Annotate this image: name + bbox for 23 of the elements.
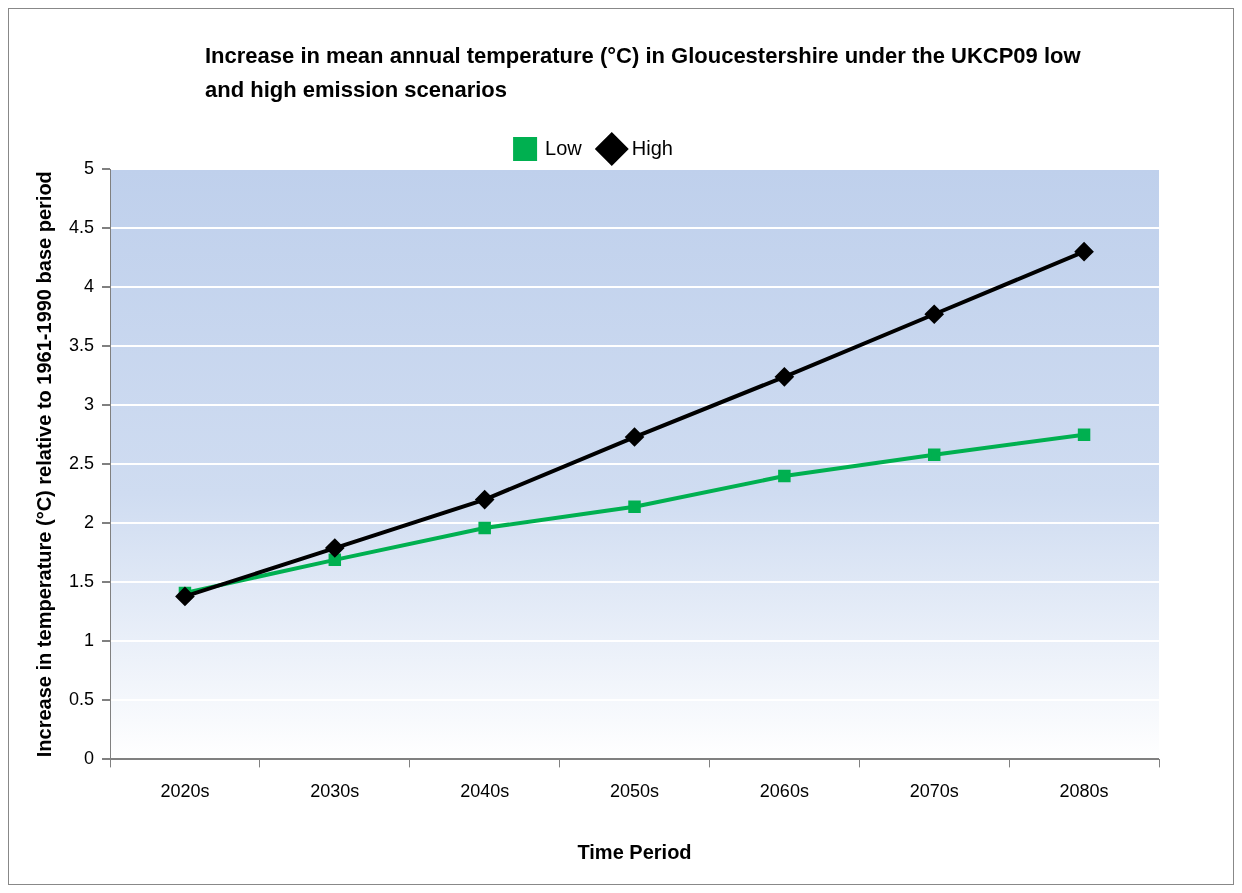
x-tick-label: 2080s — [1059, 781, 1109, 802]
y-tick-label: 2 — [84, 512, 95, 533]
legend-label: High — [631, 136, 673, 159]
y-tick-label: 4.5 — [68, 217, 95, 238]
x-tick-label: 2030s — [310, 781, 360, 802]
x-tick-label: 2020s — [160, 781, 210, 802]
chart-title: Increase in mean annual temperature (°C) in Gloucestershire under the UKCP09 low and high emission scenarios — [205, 42, 1082, 104]
y-tick-label: 3 — [84, 394, 95, 415]
y-tick-label: 0.5 — [68, 689, 95, 710]
x-tick-label: 2050s — [609, 781, 660, 802]
y-tick-label: 5 — [84, 157, 95, 178]
x-axis-title: Time Period — [577, 840, 692, 863]
y-tick-label: 0 — [84, 748, 95, 769]
y-tick-label: 1 — [84, 630, 95, 651]
x-tick-label: 2070s — [909, 781, 959, 802]
y-tick-label: 4 — [84, 276, 95, 297]
x-tick-label: 2040s — [460, 781, 510, 802]
y-axis-title: Increase in temperature (°C) relative to 1961-1990 base period — [32, 171, 55, 758]
x-tick-label: 2060s — [759, 781, 809, 802]
y-tick-label: 1.5 — [68, 571, 95, 592]
y-tick-label: 3.5 — [68, 335, 95, 356]
legend-label: Low — [545, 136, 583, 159]
y-tick-label: 2.5 — [68, 453, 95, 474]
